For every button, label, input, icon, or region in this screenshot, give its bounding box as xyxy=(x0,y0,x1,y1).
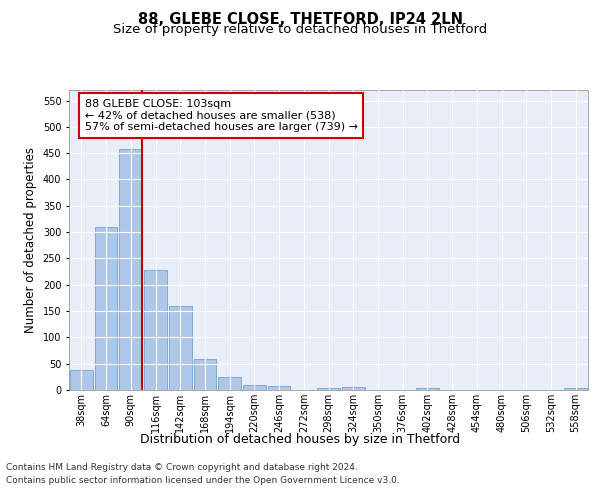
Bar xyxy=(194,360,216,390)
Bar xyxy=(70,370,93,390)
Bar xyxy=(218,377,241,390)
Bar xyxy=(243,384,266,390)
Bar xyxy=(268,386,290,390)
Text: Size of property relative to detached houses in Thetford: Size of property relative to detached ho… xyxy=(113,22,487,36)
Text: Contains HM Land Registry data © Crown copyright and database right 2024.: Contains HM Land Registry data © Crown c… xyxy=(6,464,358,472)
Bar xyxy=(342,388,365,390)
Bar xyxy=(169,306,191,390)
Text: Contains public sector information licensed under the Open Government Licence v3: Contains public sector information licen… xyxy=(6,476,400,485)
Text: Distribution of detached houses by size in Thetford: Distribution of detached houses by size … xyxy=(140,432,460,446)
Bar xyxy=(564,388,587,390)
Bar xyxy=(416,388,439,390)
Y-axis label: Number of detached properties: Number of detached properties xyxy=(24,147,37,333)
Text: 88 GLEBE CLOSE: 103sqm
← 42% of detached houses are smaller (538)
57% of semi-de: 88 GLEBE CLOSE: 103sqm ← 42% of detached… xyxy=(85,99,358,132)
Bar xyxy=(144,270,167,390)
Bar xyxy=(119,150,142,390)
Text: 88, GLEBE CLOSE, THETFORD, IP24 2LN: 88, GLEBE CLOSE, THETFORD, IP24 2LN xyxy=(137,12,463,28)
Bar xyxy=(95,227,118,390)
Bar xyxy=(317,388,340,390)
